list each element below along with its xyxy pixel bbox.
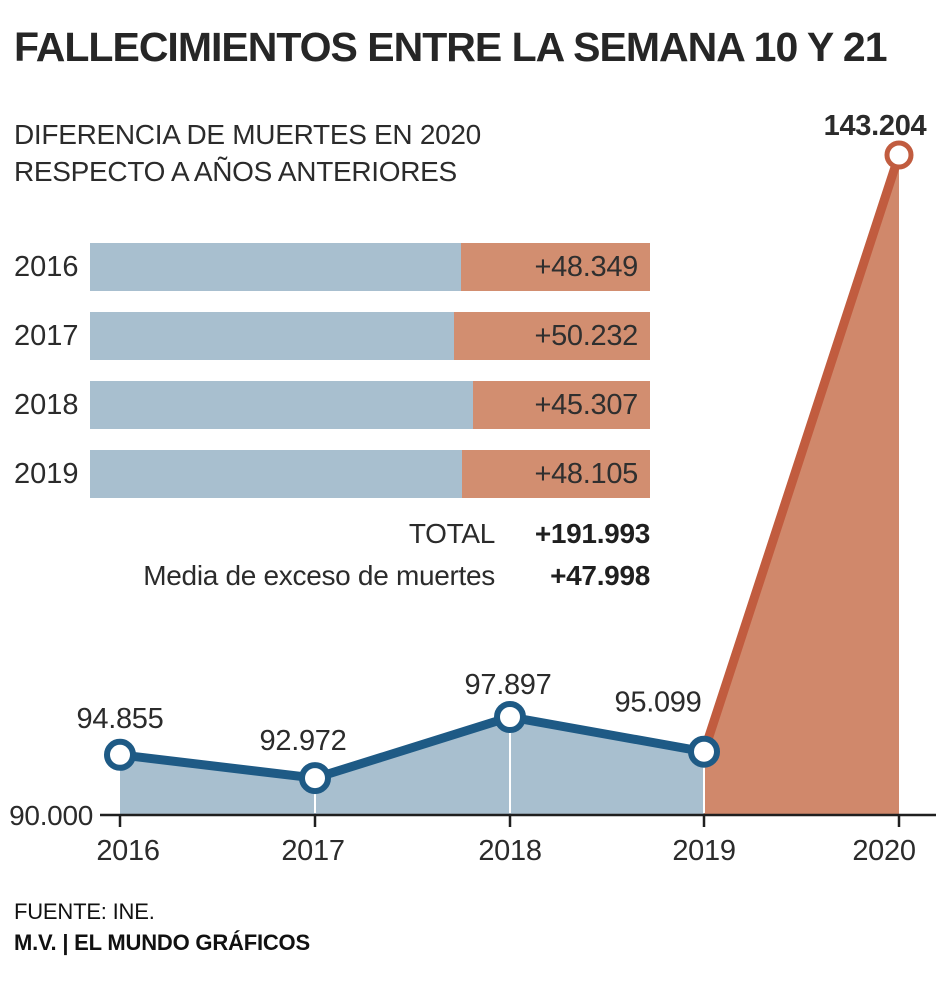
page-title: FALLECIMIENTOS ENTRE LA SEMANA 10 Y 21 bbox=[14, 24, 888, 70]
mean-value: +47.998 bbox=[550, 560, 650, 591]
point-value-label: 95.099 bbox=[615, 687, 702, 719]
baseline-value-label: 90.000 bbox=[9, 800, 93, 831]
bar-excess-value: +48.349 bbox=[534, 250, 638, 283]
footer-source: FUENTE: INE. bbox=[14, 899, 155, 924]
subtitle-line-2: RESPECTO A AÑOS ANTERIORES bbox=[14, 156, 457, 187]
bar-segment-deaths bbox=[90, 381, 473, 429]
point-value-label: 97.897 bbox=[465, 669, 552, 701]
subtitle-line-1: DIFERENCIA DE MUERTES EN 2020 bbox=[14, 119, 481, 150]
bar-year-label: 2019 bbox=[14, 457, 79, 490]
x-axis-year-label: 2016 bbox=[96, 835, 159, 867]
point-value-label: 143.204 bbox=[824, 110, 927, 142]
mean-row: Media de exceso de muertes +47.998 bbox=[14, 560, 650, 592]
footer: FUENTE: INE. M.V. | EL MUNDO GRÁFICOS bbox=[14, 896, 310, 958]
data-point-marker bbox=[688, 735, 720, 768]
page-subtitle: DIFERENCIA DE MUERTES EN 2020 RESPECTO A… bbox=[14, 116, 481, 190]
bar-segment-excess: +48.349 bbox=[460, 243, 650, 291]
bar-row: 2019 +48.105 bbox=[14, 450, 650, 498]
total-row: TOTAL +191.993 bbox=[14, 518, 650, 550]
x-axis-year-label: 2020 bbox=[852, 835, 915, 867]
bar-row: 2018 +45.307 bbox=[14, 381, 650, 429]
bar-row: 2016 +48.349 bbox=[14, 243, 650, 291]
bar-year-label: 2018 bbox=[14, 388, 79, 421]
data-point-marker bbox=[884, 140, 914, 170]
total-value: +191.993 bbox=[534, 518, 650, 549]
mean-label: Media de exceso de muertes bbox=[143, 560, 495, 591]
stacked-bar: +45.307 bbox=[90, 381, 650, 429]
total-label: TOTAL bbox=[408, 518, 495, 549]
deaths-line-blue bbox=[119, 712, 705, 783]
bar-segment-excess: +45.307 bbox=[472, 381, 650, 429]
x-axis-year-label: 2018 bbox=[478, 835, 541, 867]
orange-area-fill bbox=[704, 155, 899, 815]
footer-credit: M.V. | EL MUNDO GRÁFICOS bbox=[14, 930, 310, 955]
deaths-line-orange-2020 bbox=[699, 153, 904, 754]
bar-segment-deaths bbox=[90, 312, 454, 360]
x-axis-year-label: 2019 bbox=[672, 835, 735, 867]
excess-bars-chart: 2016 +48.349 2017 +50.232 2018 +45.307 2019 +48… bbox=[14, 243, 650, 519]
data-point-marker bbox=[104, 738, 136, 771]
stacked-bar: +50.232 bbox=[90, 312, 650, 360]
bar-excess-value: +45.307 bbox=[534, 388, 638, 421]
stacked-bar: +48.349 bbox=[90, 243, 650, 291]
bar-segment-excess: +50.232 bbox=[453, 312, 650, 360]
bar-segment-deaths bbox=[90, 243, 461, 291]
data-point-marker bbox=[299, 762, 331, 795]
data-point-marker bbox=[494, 701, 526, 733]
bar-year-label: 2016 bbox=[14, 250, 79, 283]
x-axis-year-label: 2017 bbox=[281, 835, 344, 867]
point-value-label: 92.972 bbox=[260, 725, 347, 757]
bar-row: 2017 +50.232 bbox=[14, 312, 650, 360]
bar-segment-deaths bbox=[90, 450, 462, 498]
stacked-bar: +48.105 bbox=[90, 450, 650, 498]
bar-year-label: 2017 bbox=[14, 319, 79, 352]
point-value-label: 94.855 bbox=[77, 703, 164, 735]
bar-excess-value: +48.105 bbox=[534, 457, 638, 490]
blue-area-fill bbox=[120, 717, 704, 815]
bar-excess-value: +50.232 bbox=[534, 319, 638, 352]
bar-segment-excess: +48.105 bbox=[461, 450, 650, 498]
totals-block: TOTAL +191.993 Media de exceso de muerte… bbox=[14, 518, 650, 602]
